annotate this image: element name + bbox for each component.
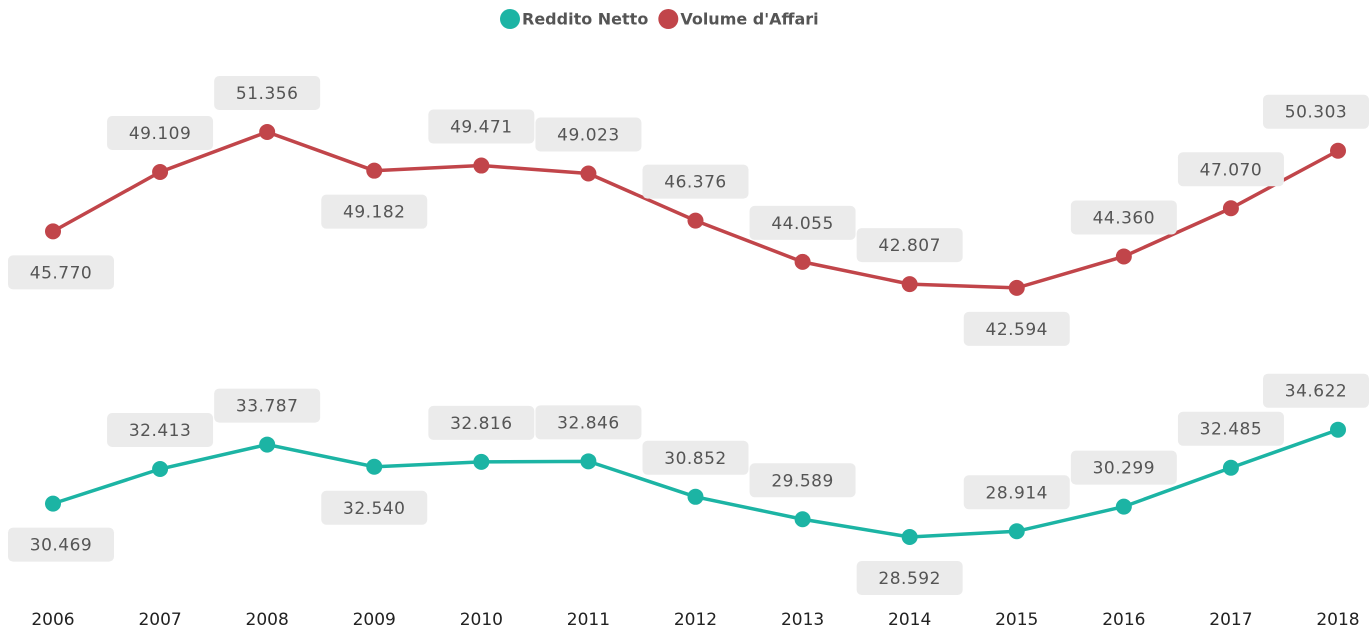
x-tick-label: 2015: [995, 610, 1038, 630]
legend-marker: [500, 9, 520, 29]
data-label: 30.852: [664, 449, 726, 469]
data-label: 28.592: [878, 569, 940, 589]
data-point: [580, 453, 597, 470]
x-tick-label: 2018: [1316, 610, 1359, 630]
data-label-box: [8, 255, 114, 290]
data-point: [1115, 498, 1132, 515]
data-label-box: [856, 561, 963, 595]
x-tick-label: 2009: [353, 610, 396, 630]
data-label: 49.109: [129, 124, 191, 144]
data-point: [473, 157, 490, 174]
data-point: [1222, 459, 1239, 476]
data-label-box: [214, 388, 321, 423]
data-label-box: [1177, 152, 1284, 187]
x-tick-label: 2006: [31, 610, 74, 630]
data-label-box: [963, 311, 1070, 346]
x-tick-label: 2008: [246, 610, 289, 630]
data-point: [687, 488, 704, 505]
data-label: 49.471: [450, 118, 512, 138]
data-label-box: [535, 405, 642, 440]
legend: Reddito Netto Volume d'Affari: [500, 9, 819, 29]
x-tick-label: 2011: [567, 610, 610, 630]
data-label: 32.540: [343, 499, 405, 519]
data-point: [152, 163, 169, 180]
x-tick-label: 2014: [888, 610, 931, 630]
data-point: [580, 165, 597, 182]
data-label: 28.914: [986, 483, 1048, 503]
data-label-box: [8, 527, 114, 562]
data-point: [901, 529, 918, 545]
data-label: 32.485: [1200, 420, 1262, 440]
data-label-box: [321, 490, 428, 525]
data-point: [366, 458, 383, 475]
data-label-box: [214, 76, 321, 110]
data-point: [366, 162, 383, 179]
data-label-box: [535, 117, 642, 152]
data-label: 44.360: [1093, 208, 1155, 228]
data-point: [259, 436, 276, 453]
x-tick-label: 2013: [781, 610, 824, 630]
data-label-box: [107, 413, 214, 448]
data-point: [152, 461, 169, 478]
data-label-box: [642, 440, 749, 475]
data-label-box: [749, 463, 856, 498]
data-label: 42.594: [986, 320, 1048, 340]
data-point: [1330, 421, 1346, 438]
data-label: 44.055: [771, 214, 833, 234]
x-tick-label: 2012: [674, 610, 717, 630]
x-tick-label: 2007: [138, 610, 181, 630]
data-point: [901, 276, 918, 293]
data-label-box: [321, 194, 428, 229]
data-point: [1008, 279, 1025, 296]
data-label: 45.770: [30, 263, 92, 283]
data-label: 32.413: [129, 421, 191, 441]
data-point: [45, 495, 61, 512]
x-tick-label: 2017: [1209, 610, 1252, 630]
data-label: 34.622: [1285, 382, 1347, 402]
data-label: 50.303: [1285, 103, 1347, 123]
legend-marker: [658, 9, 679, 29]
data-label-box: [749, 205, 856, 240]
data-label-box: [1263, 94, 1369, 129]
data-label: 49.182: [343, 203, 405, 223]
data-point: [259, 124, 276, 140]
legend-label: Reddito Netto: [522, 10, 648, 29]
data-point: [45, 223, 61, 240]
data-label: 47.070: [1200, 160, 1262, 180]
data-label-box: [963, 475, 1070, 510]
data-label-box: [428, 405, 535, 440]
data-label-box: [856, 228, 963, 263]
data-label: 32.846: [557, 413, 619, 433]
data-label: 49.023: [557, 126, 619, 146]
x-tick-label: 2016: [1102, 610, 1145, 630]
data-label-box: [107, 115, 214, 150]
data-label: 51.356: [236, 84, 298, 104]
x-tick-label: 2010: [460, 610, 503, 630]
data-label: 46.376: [664, 173, 726, 193]
data-label-box: [1070, 200, 1177, 235]
data-label-box: [1070, 450, 1177, 485]
data-point: [1222, 200, 1239, 217]
data-label: 33.787: [236, 397, 298, 417]
data-label: 42.807: [878, 236, 940, 256]
legend-label: Volume d'Affari: [680, 10, 818, 29]
data-point: [1330, 142, 1346, 159]
data-point: [794, 511, 811, 528]
data-label: 30.469: [30, 536, 92, 556]
data-point: [794, 253, 811, 270]
data-label: 30.299: [1093, 459, 1155, 479]
data-label: 29.589: [771, 471, 833, 491]
data-point: [1115, 248, 1132, 265]
data-point: [1008, 523, 1025, 540]
data-label-box: [1177, 411, 1284, 446]
data-label-box: [642, 164, 749, 199]
data-label-box: [1263, 373, 1369, 408]
data-label-box: [428, 109, 535, 144]
data-point: [473, 453, 490, 470]
data-label: 32.816: [450, 414, 512, 434]
data-point: [687, 212, 704, 229]
